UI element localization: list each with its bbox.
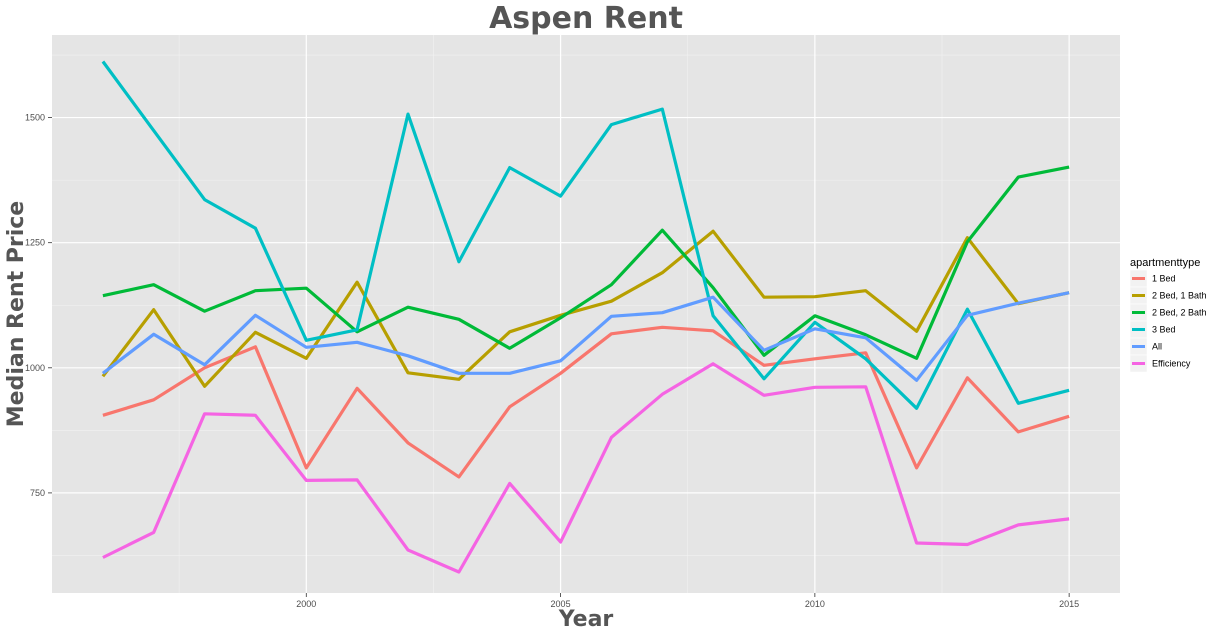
series-line-2-bed-1-bath [101, 229, 1070, 388]
series-line-3-bed [101, 60, 1070, 410]
legend-label: 3 Bed [1152, 325, 1176, 335]
chart-title: Aspen Rent [489, 1, 683, 36]
series-line-all [101, 291, 1070, 382]
legend-label: Efficiency [1152, 359, 1191, 369]
series-line-1-bed [102, 325, 1070, 479]
y-axis-ticks: 750 1000 1250 1500 [25, 113, 52, 498]
legend-label: 2 Bed, 2 Bath [1152, 308, 1207, 318]
x-tick-label: 2010 [805, 599, 825, 609]
legend-label: All [1152, 342, 1162, 352]
series-lines [101, 60, 1070, 574]
series-line-efficiency [102, 362, 1070, 574]
y-tick-label: 1250 [25, 238, 45, 248]
minor-gridlines [52, 35, 1120, 593]
x-tick-label: 2015 [1059, 599, 1079, 609]
legend-title: apartmenttype [1130, 257, 1200, 269]
series-line-2-bed-2-bath [102, 165, 1070, 360]
legend-label: 2 Bed, 1 Bath [1152, 291, 1207, 301]
y-tick-label: 1500 [25, 113, 45, 123]
plot-panel [52, 35, 1120, 593]
x-tick-label: 2005 [551, 599, 571, 609]
x-axis-ticks: 2000 2005 2010 2015 [296, 593, 1079, 609]
y-axis-title: Median Rent Price [4, 201, 29, 427]
x-axis-title: Year [558, 607, 614, 632]
x-tick-label: 2000 [296, 599, 316, 609]
legend-label: 1 Bed [1152, 274, 1176, 284]
y-tick-label: 750 [30, 488, 45, 498]
y-tick-label: 1000 [25, 363, 45, 373]
legend: apartmenttype 1 Bed 2 Bed, 1 Bath 2 Bed, 2… [1129, 257, 1207, 373]
